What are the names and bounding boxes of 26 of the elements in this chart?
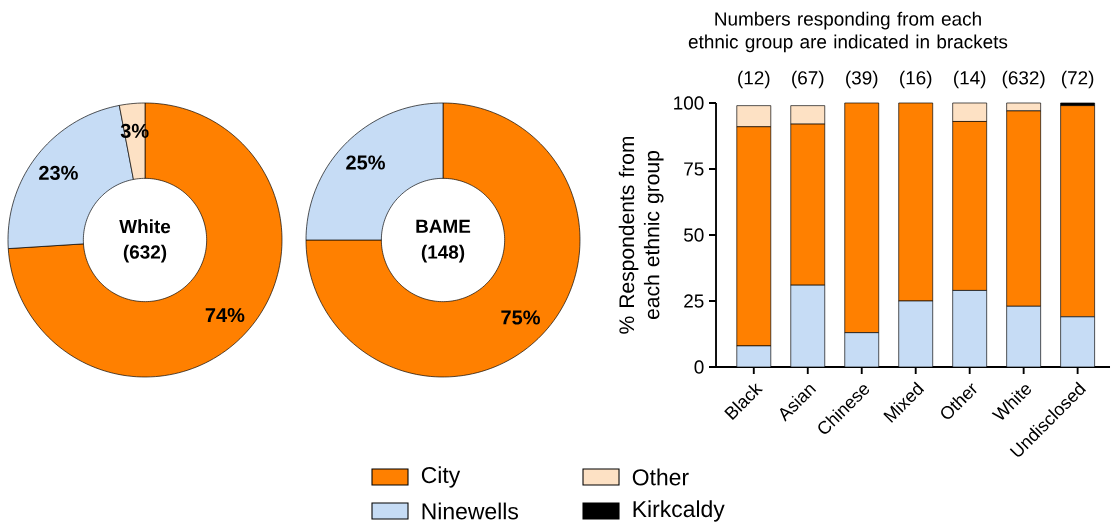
text: (67) — [792, 70, 824, 89]
text: (148) — [421, 244, 465, 263]
chart-title: Numbers responding from each ethnic group are indicated in brackets — [688, 11, 1008, 53]
y-axis-title: % Respondents from each ethnic group — [618, 136, 664, 334]
data-label: 23% — [39, 165, 78, 180]
text: (39) — [846, 70, 878, 89]
y-tick-label: 50 — [683, 228, 704, 242]
text: White — [119, 219, 171, 234]
legend-label: City — [421, 466, 461, 488]
data-label: 74% — [205, 307, 245, 323]
data-label: 25% — [346, 155, 385, 170]
text: (12) — [738, 70, 770, 89]
y-tick-label: 100 — [674, 96, 704, 110]
y-tick-label: 75 — [684, 162, 704, 176]
text: (16) — [900, 70, 932, 89]
legend-label: Kirkcaldy — [633, 500, 725, 522]
text: (632) — [123, 244, 167, 263]
data-label: 75% — [501, 310, 540, 325]
legend-label: Other — [632, 468, 689, 486]
y-tick-label: 25 — [684, 294, 704, 308]
text: (14) — [954, 70, 986, 89]
legend-label: Ninewells — [422, 502, 518, 520]
text: (632) — [1002, 70, 1045, 89]
text: (72) — [1061, 70, 1094, 89]
text: BAME — [416, 219, 471, 233]
y-tick-label: 0 — [694, 360, 704, 374]
